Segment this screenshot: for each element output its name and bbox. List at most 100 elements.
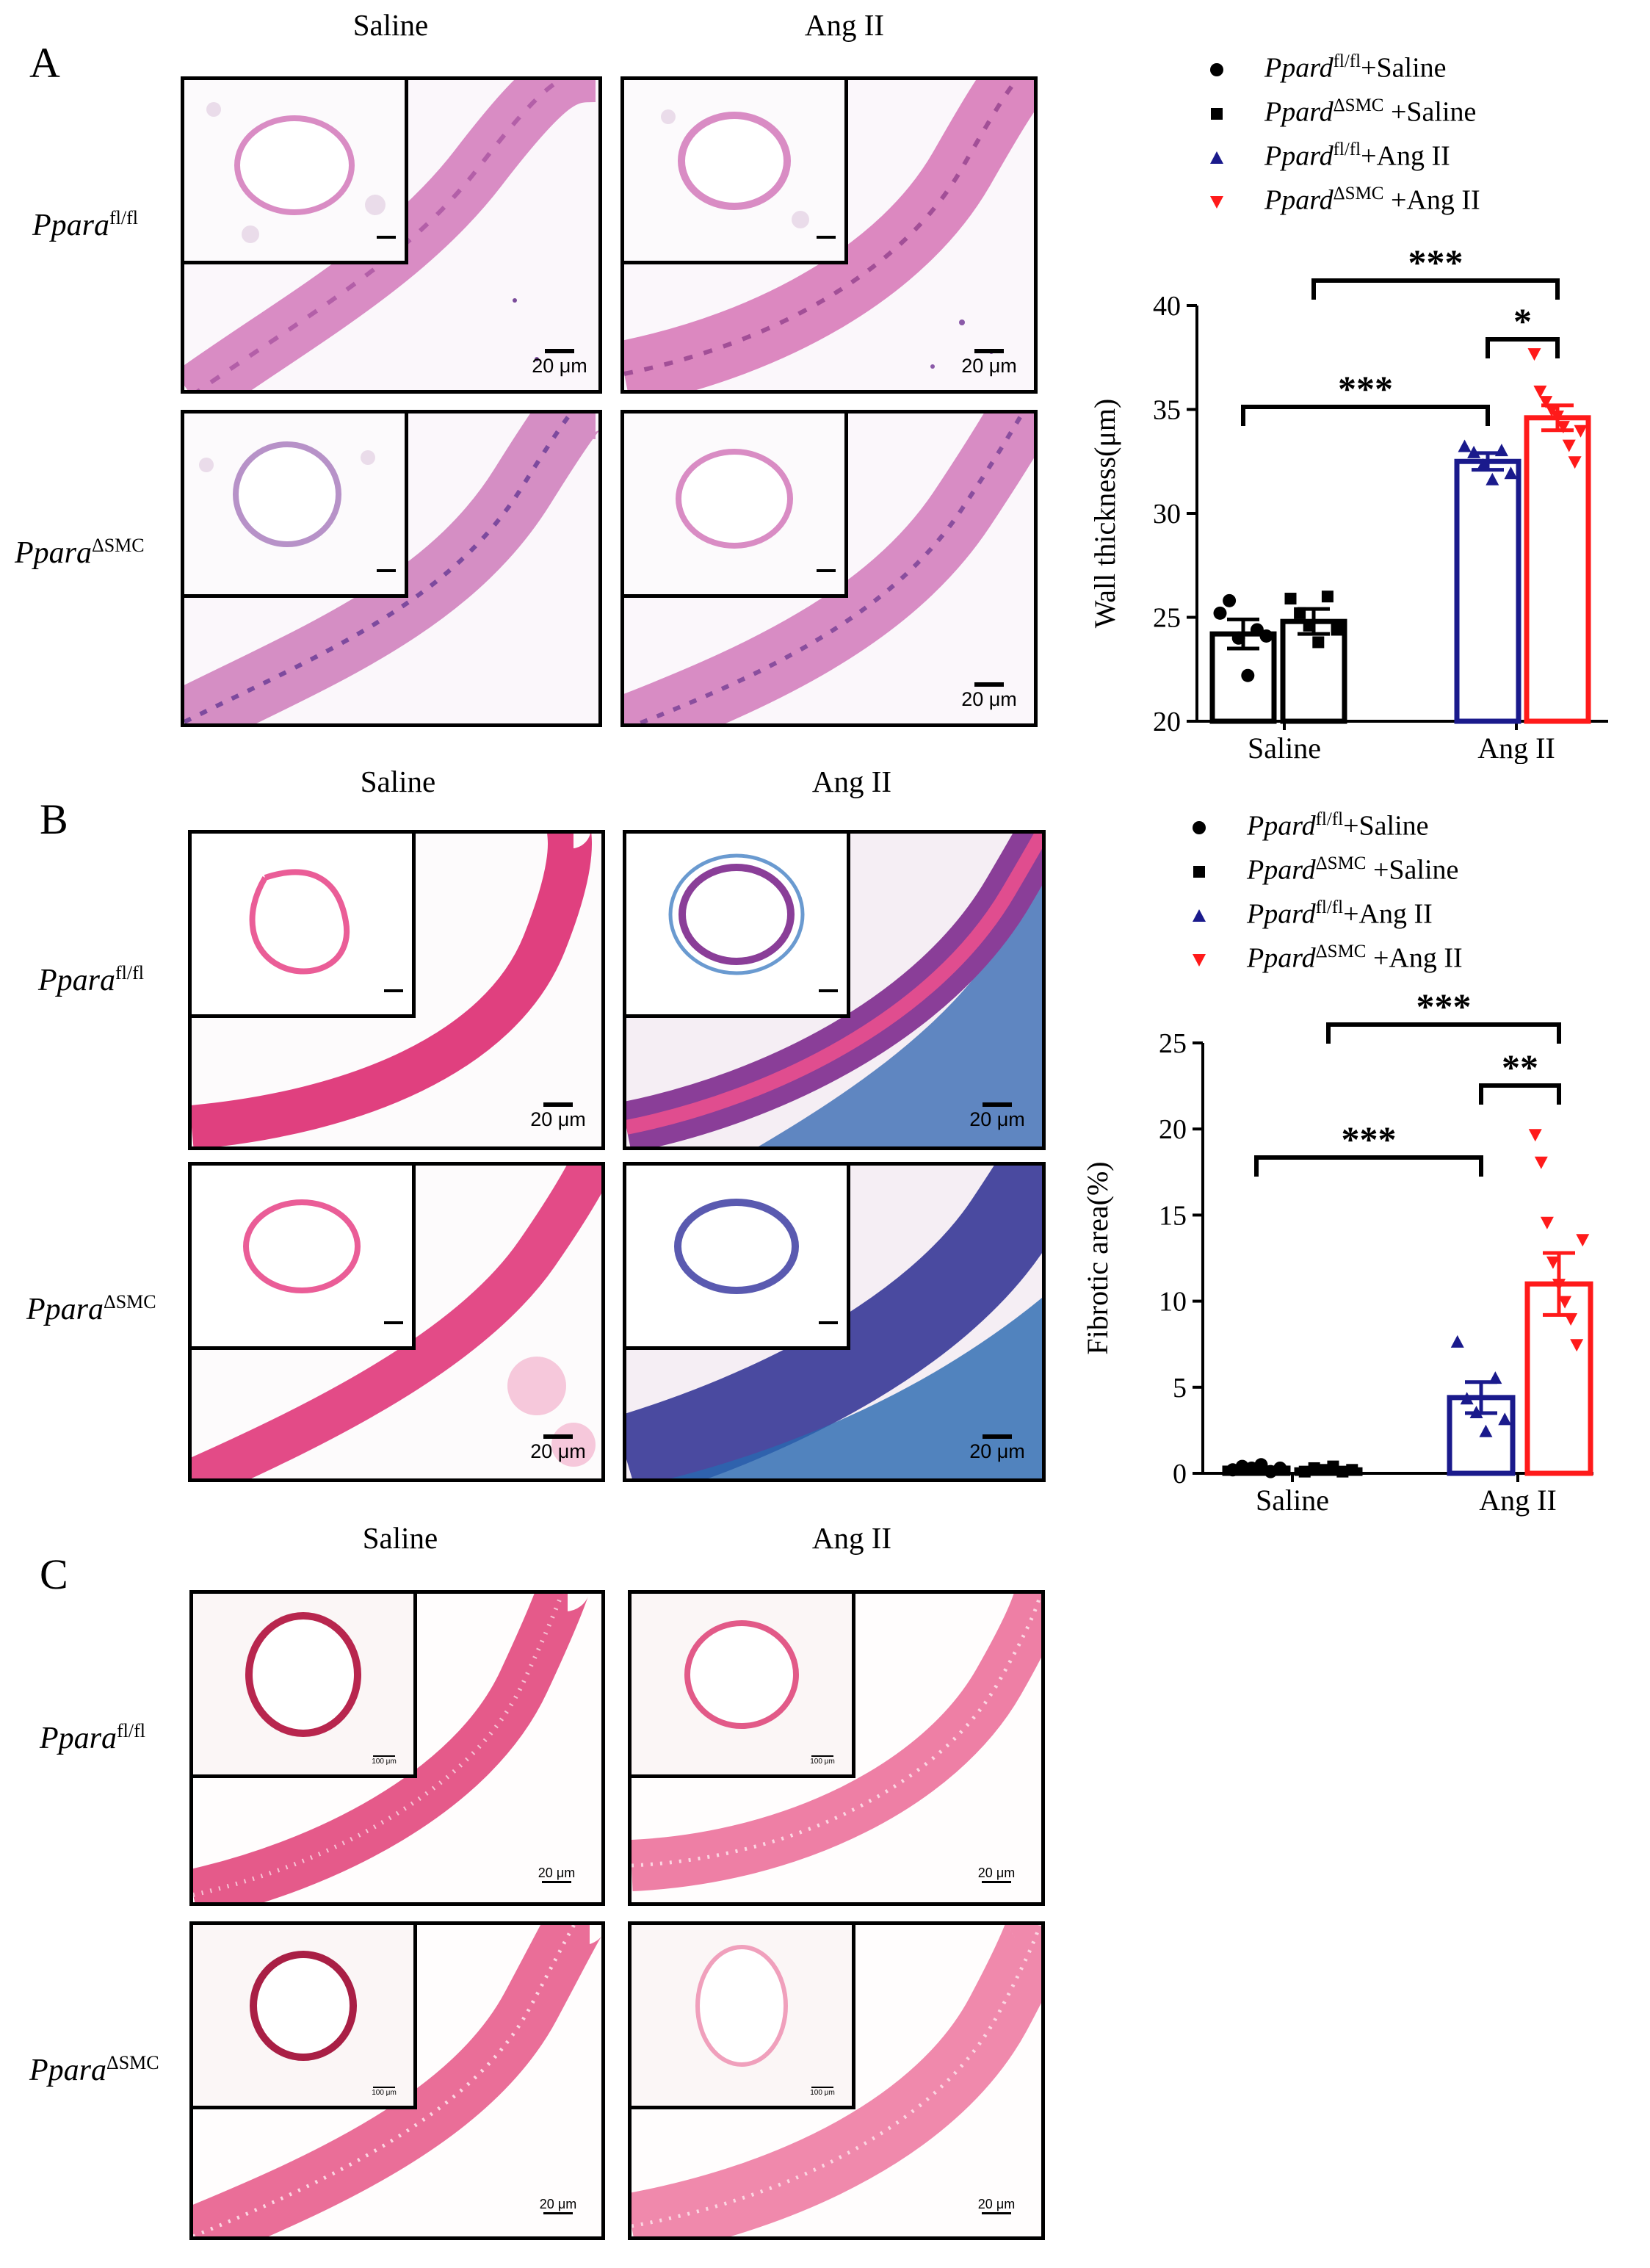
data-point bbox=[1458, 439, 1472, 452]
data-point bbox=[1574, 425, 1588, 438]
triangle-up-marker-icon bbox=[1193, 909, 1206, 922]
data-point bbox=[1336, 1465, 1349, 1478]
panel-b-row-flfl: Pparafl/fl bbox=[38, 962, 144, 997]
data-point bbox=[1467, 445, 1481, 458]
significance-label: * bbox=[1513, 300, 1532, 342]
panel-a-col-saline: Saline bbox=[352, 8, 429, 42]
significance-label: *** bbox=[1342, 1119, 1397, 1160]
panel-a-row-dsmc: PparaΔSMC bbox=[15, 535, 145, 570]
panel-b-scale-bar: 20 μm bbox=[510, 1102, 601, 1131]
data-point bbox=[1241, 668, 1255, 682]
panel-c-row-flfl: Pparafl/fl bbox=[40, 1720, 145, 1755]
significance-bracket bbox=[1326, 1022, 1561, 1044]
panel-b-image-flfl-angii: 20 μm bbox=[623, 830, 1046, 1150]
data-point bbox=[1562, 439, 1576, 452]
data-point bbox=[1568, 456, 1582, 469]
data-point bbox=[1479, 1424, 1493, 1437]
panel-b-inset-flfl-angii bbox=[626, 834, 850, 1018]
data-point bbox=[1259, 629, 1273, 643]
data-point bbox=[1321, 591, 1334, 603]
data-point bbox=[1528, 1129, 1542, 1142]
data-point bbox=[1546, 1256, 1560, 1269]
data-point bbox=[1284, 593, 1297, 605]
bar bbox=[1524, 415, 1591, 724]
panel-b-inset-dsmc-angii bbox=[626, 1166, 850, 1350]
y-tick-label: 10 bbox=[1159, 1287, 1187, 1318]
y-tick-label: 25 bbox=[1153, 603, 1181, 634]
panel-c-col-angii: Ang II bbox=[811, 1521, 892, 1555]
panel-a-scale-bar: 20 μm bbox=[941, 682, 1034, 711]
y-tick-label: 25 bbox=[1159, 1028, 1187, 1059]
panel-c-scale-bar: 20 μm bbox=[956, 2197, 1037, 2216]
panel-c-inset-dsmc-angii: 100 μm bbox=[632, 1925, 855, 2109]
data-point bbox=[1298, 1465, 1311, 1478]
panel-c-image-flfl-saline: 100 μm 20 μm bbox=[189, 1590, 605, 1906]
data-point bbox=[1527, 348, 1541, 361]
data-point bbox=[1346, 1464, 1358, 1476]
significance-bracket bbox=[1254, 1155, 1483, 1177]
y-axis-label: Wall thickness(μm) bbox=[1094, 399, 1121, 629]
data-point bbox=[1488, 1371, 1502, 1384]
panel-b-image-dsmc-saline: 20 μm bbox=[188, 1162, 605, 1482]
y-tick-label: 15 bbox=[1159, 1200, 1187, 1231]
panel-b-scale-bar: 20 μm bbox=[949, 1434, 1042, 1463]
panel-c-col-saline: Saline bbox=[362, 1521, 438, 1555]
panel-b-scale-bar: 20 μm bbox=[510, 1434, 601, 1463]
panel-c-row-dsmc: PparaΔSMC bbox=[29, 2052, 159, 2087]
data-point bbox=[1494, 444, 1508, 457]
panel-c-inset-flfl-saline: 100 μm bbox=[193, 1594, 417, 1778]
data-point bbox=[1460, 1392, 1474, 1405]
triangle-down-marker-icon bbox=[1193, 954, 1206, 967]
panel-c-inset-flfl-angii: 100 μm bbox=[632, 1594, 855, 1778]
data-point bbox=[1231, 631, 1245, 645]
data-point bbox=[1254, 1458, 1268, 1472]
panel-a-inset-dsmc-saline bbox=[184, 413, 408, 598]
data-point bbox=[1476, 458, 1490, 471]
y-tick-label: 20 bbox=[1153, 707, 1181, 737]
panel-c-scale-bar: 20 μm bbox=[516, 1866, 597, 1885]
square-marker-icon bbox=[1211, 108, 1223, 120]
panel-label-a: A bbox=[29, 39, 60, 87]
significance-bracket bbox=[1486, 337, 1560, 358]
data-point bbox=[1223, 593, 1237, 607]
significance-label: *** bbox=[1416, 986, 1472, 1027]
circle-marker-icon bbox=[1193, 821, 1206, 834]
panel-c-inset-dsmc-saline: 100 μm bbox=[193, 1925, 417, 2109]
x-tick-label: Ang II bbox=[1479, 1484, 1557, 1517]
x-tick-label: Saline bbox=[1256, 1484, 1329, 1517]
data-point bbox=[1551, 410, 1564, 423]
data-point bbox=[1539, 396, 1553, 409]
panel-b-inset-flfl-saline bbox=[192, 834, 416, 1018]
panel-a-scale-bar: 20 μm bbox=[512, 349, 598, 378]
panel-b-scale-bar: 20 μm bbox=[949, 1102, 1042, 1131]
y-tick-label: 35 bbox=[1153, 395, 1181, 426]
data-point bbox=[1327, 1460, 1339, 1473]
significance-bracket bbox=[1241, 405, 1490, 426]
panel-c-image-dsmc-saline: 100 μm 20 μm bbox=[189, 1921, 605, 2240]
significance-bracket bbox=[1479, 1083, 1561, 1105]
data-point bbox=[1273, 1461, 1287, 1475]
bar bbox=[1454, 458, 1521, 724]
data-point bbox=[1331, 624, 1343, 636]
panel-a-inset-flfl-angii bbox=[624, 80, 848, 264]
y-tick-label: 5 bbox=[1173, 1373, 1187, 1404]
panel-b-row-dsmc: PparaΔSMC bbox=[26, 1291, 156, 1326]
data-point bbox=[1312, 636, 1325, 649]
triangle-down-marker-icon bbox=[1210, 196, 1223, 209]
data-point bbox=[1317, 1464, 1330, 1476]
data-point bbox=[1504, 466, 1518, 480]
data-point bbox=[1552, 1279, 1566, 1292]
data-point bbox=[1308, 1462, 1320, 1474]
panel-a-image-dsmc-angii: 20 μm bbox=[620, 410, 1038, 727]
data-point bbox=[1564, 1313, 1578, 1326]
y-tick-label: 30 bbox=[1153, 499, 1181, 530]
data-point bbox=[1469, 1405, 1483, 1418]
significance-label: *** bbox=[1338, 368, 1393, 409]
y-axis-label: Fibrotic area(%) bbox=[1087, 1161, 1114, 1354]
data-point bbox=[1303, 619, 1315, 632]
panel-c-inset-scale: 100 μm bbox=[800, 1755, 844, 1766]
data-point bbox=[1570, 1339, 1584, 1352]
panel-c-scale-bar: 20 μm bbox=[518, 2197, 598, 2216]
data-point bbox=[1450, 1335, 1464, 1348]
data-point bbox=[1576, 1234, 1590, 1247]
